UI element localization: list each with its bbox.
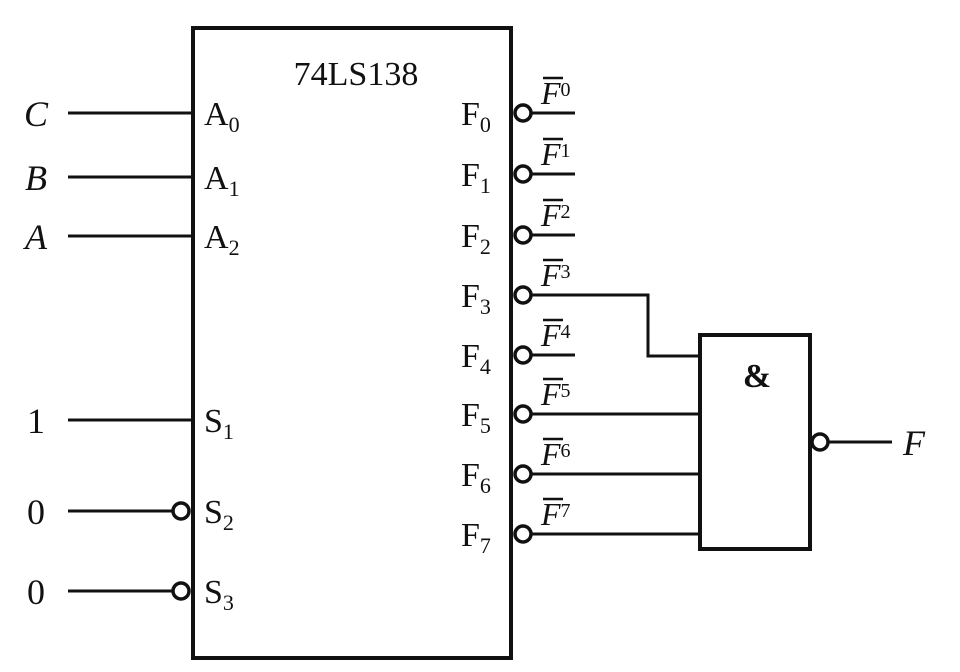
output-wire-subscript: 3	[561, 261, 571, 283]
input-pin-subscript: 1	[229, 176, 240, 201]
output-wire-subscript: 0	[561, 79, 571, 101]
gate-symbol: &	[743, 358, 771, 395]
output-wire-label: F1	[540, 136, 571, 172]
output-wire-label: F6	[540, 436, 571, 472]
output-wire-subscript: 4	[561, 321, 571, 343]
output-pin-subscript: 1	[480, 173, 491, 198]
input-0: C A0	[24, 94, 240, 137]
input-pin-subscript: 3	[223, 590, 234, 615]
input-inversion-bubble	[171, 501, 191, 521]
input-3: 1 S1	[27, 401, 234, 444]
input-1: B A1	[25, 158, 240, 201]
output-wire-subscript: 1	[561, 140, 571, 162]
output-wire-label: F4	[540, 317, 571, 353]
output-wire-label: F0	[540, 75, 571, 111]
input-signal-label: C	[24, 94, 49, 134]
input-signal-label: A	[23, 217, 48, 257]
output-wire-label: F7	[540, 496, 571, 532]
output-inversion-bubble	[513, 524, 533, 544]
output-wire-to-gate	[531, 293, 700, 358]
input-pin-subscript: 2	[229, 235, 240, 260]
nand-gate-body	[698, 333, 812, 551]
input-signal-label: 0	[27, 492, 45, 532]
output-pin-subscript: 4	[480, 354, 491, 379]
output-pin-subscript: 7	[480, 533, 491, 558]
output-wire-label: F2	[540, 197, 571, 233]
output-wire-label: F5	[540, 376, 571, 412]
decoder-chip-body	[191, 26, 513, 660]
output-inversion-bubble	[513, 103, 533, 123]
output-inversion-bubble	[513, 345, 533, 365]
output-inversion-bubble	[513, 285, 533, 305]
output-wire-label: F3	[540, 257, 571, 293]
input-signal-label: 0	[27, 572, 45, 612]
output-inversion-bubble	[513, 164, 533, 184]
input-pin-subscript: 0	[229, 112, 240, 137]
input-inversion-bubble	[171, 581, 191, 601]
input-2: A A2	[23, 217, 240, 260]
input-signal-label: B	[25, 158, 47, 198]
output-pin-subscript: 2	[480, 234, 491, 259]
output-inversion-bubble	[513, 225, 533, 245]
output-inversion-bubble	[513, 404, 533, 424]
output-inversion-bubble	[513, 464, 533, 484]
output-pin-subscript: 3	[480, 294, 491, 319]
output-pin-subscript: 0	[480, 112, 491, 137]
input-pin-label: A0	[204, 96, 240, 137]
output-pin-subscript: 6	[480, 473, 491, 498]
output-wire-subscript: 7	[561, 500, 571, 522]
output-wire-subscript: 2	[561, 201, 571, 223]
input-pin-subscript: 2	[223, 510, 234, 535]
output-pin-subscript: 5	[480, 413, 491, 438]
output-f-label: F	[902, 423, 926, 463]
input-5: 0 S3	[27, 572, 234, 615]
chip-name: 74LS138	[294, 56, 419, 93]
input-pin-subscript: 1	[223, 419, 234, 444]
gate-output-bubble	[810, 432, 830, 452]
input-signal-label: 1	[27, 401, 45, 441]
output-wire-subscript: 5	[561, 380, 571, 402]
output-wire-subscript: 6	[561, 440, 571, 462]
